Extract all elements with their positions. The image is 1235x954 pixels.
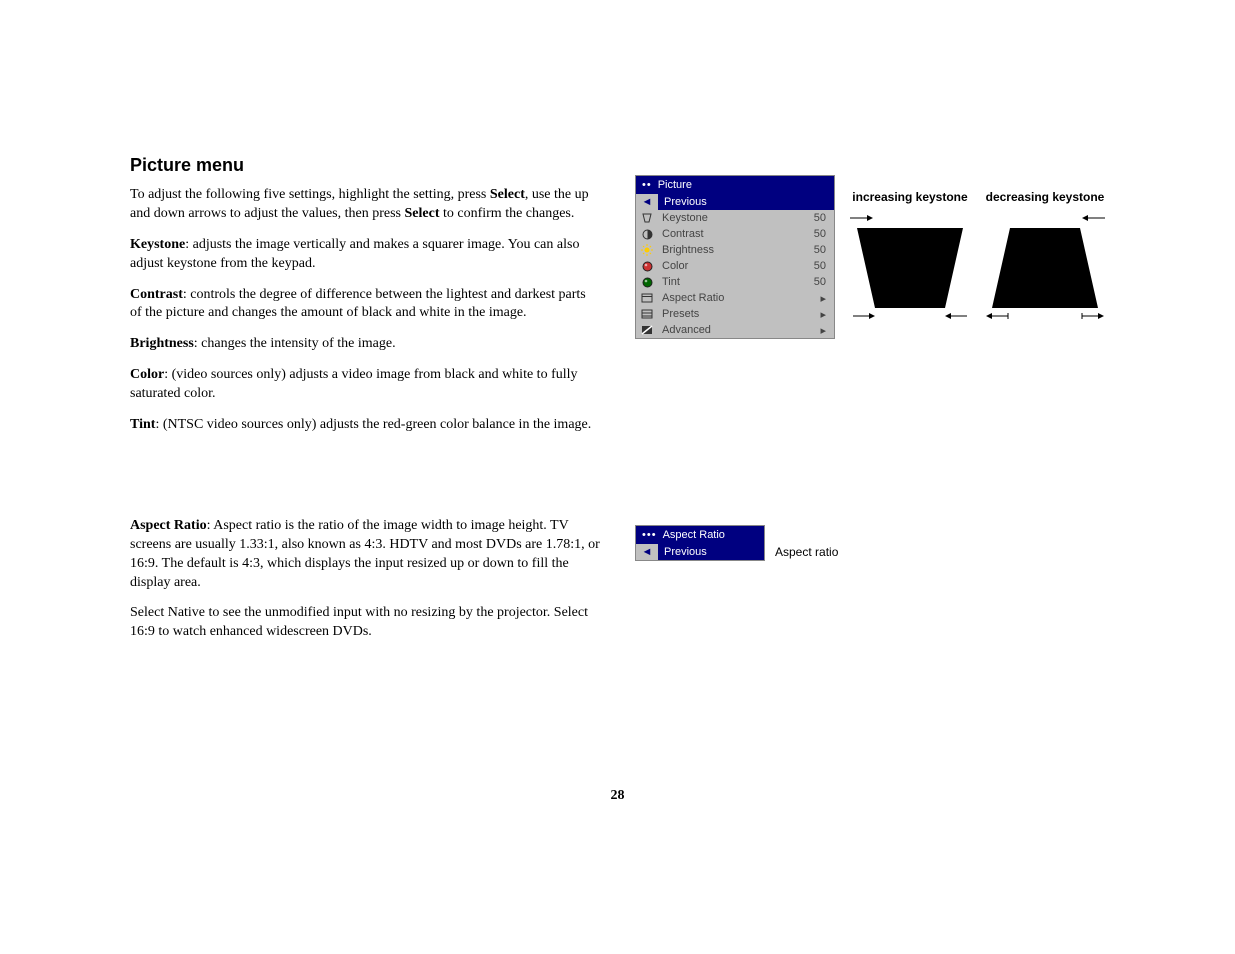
picture-osd-row[interactable]: Contrast50 (636, 226, 834, 242)
previous-label: Previous (658, 545, 713, 559)
row-value: 50 (802, 244, 826, 256)
picture-osd-row[interactable]: Keystone50 (636, 210, 834, 226)
aspect-osd-title: Aspect Ratio (663, 529, 725, 541)
back-arrow-icon: ◄ (642, 546, 653, 558)
row-value: 50 (802, 260, 826, 272)
page-number: 28 (0, 788, 1235, 804)
row-icon (636, 277, 658, 288)
row-value: ▸ (802, 308, 826, 321)
picture-osd-row[interactable]: Tint50 (636, 274, 834, 290)
aspect-osd-title-bar: ••• Aspect Ratio (636, 526, 764, 544)
row-value: 50 (802, 276, 826, 288)
row-icon (636, 325, 658, 335)
picture-osd-row[interactable]: Color50 (636, 258, 834, 274)
color-paragraph: Color: (video sources only) adjusts a vi… (130, 366, 600, 404)
picture-osd-title: Picture (658, 179, 692, 191)
row-label: Keystone (658, 212, 802, 224)
picture-osd-row[interactable]: Advanced▸ (636, 322, 834, 338)
increasing-keystone-svg (845, 210, 975, 320)
row-label: Brightness (658, 244, 802, 256)
row-value: ▸ (802, 292, 826, 305)
dots-icon: ••• (642, 529, 657, 541)
picture-osd-row[interactable]: Brightness50 (636, 242, 834, 258)
picture-osd-previous[interactable]: ◄ Previous (636, 194, 834, 210)
brightness-paragraph: Brightness: changes the intensity of the… (130, 335, 600, 354)
text-column: Picture menu To adjust the following fiv… (130, 155, 600, 654)
picture-osd-menu: •• Picture ◄ Previous Keystone50Contrast… (635, 175, 835, 339)
aspect-ratio-paragraph: Aspect Ratio: Aspect ratio is the ratio … (130, 517, 600, 593)
tint-paragraph: Tint: (NTSC video sources only) adjusts … (130, 416, 600, 435)
intro-paragraph: To adjust the following five settings, h… (130, 186, 600, 224)
decreasing-keystone-svg (980, 210, 1110, 320)
aspect-osd-previous[interactable]: ◄ Previous (636, 544, 764, 560)
row-icon (636, 229, 658, 240)
row-icon (636, 309, 658, 319)
decreasing-keystone-label: decreasing keystone (980, 190, 1110, 204)
row-label: Advanced (658, 324, 802, 336)
row-label: Aspect Ratio (658, 292, 802, 304)
dots-icon: •• (642, 179, 652, 191)
row-value: 50 (802, 212, 826, 224)
aspect-ratio-osd-menu: ••• Aspect Ratio ◄ Previous (635, 525, 765, 561)
row-icon (636, 244, 658, 256)
keystone-paragraph: Keystone: adjusts the image vertically a… (130, 236, 600, 274)
row-value: ▸ (802, 324, 826, 337)
picture-osd-row[interactable]: Presets▸ (636, 306, 834, 322)
row-label: Color (658, 260, 802, 272)
row-value: 50 (802, 228, 826, 240)
row-label: Tint (658, 276, 802, 288)
aspect-ratio-side-label: Aspect ratio (775, 545, 838, 559)
picture-osd-row[interactable]: Aspect Ratio▸ (636, 290, 834, 306)
increasing-keystone-label: increasing keystone (845, 190, 975, 204)
aspect-ratio-paragraph-2: Select Native to see the unmodified inpu… (130, 604, 600, 642)
row-icon (636, 261, 658, 272)
back-arrow-icon: ◄ (642, 196, 653, 208)
row-label: Contrast (658, 228, 802, 240)
decreasing-keystone-diagram: decreasing keystone (980, 190, 1110, 325)
row-label: Presets (658, 308, 802, 320)
picture-menu-heading: Picture menu (130, 155, 600, 176)
previous-label: Previous (658, 195, 713, 209)
row-icon (636, 213, 658, 223)
increasing-keystone-diagram: increasing keystone (845, 190, 975, 325)
contrast-paragraph: Contrast: controls the degree of differe… (130, 286, 600, 324)
picture-osd-title-bar: •• Picture (636, 176, 834, 194)
row-icon (636, 293, 658, 303)
